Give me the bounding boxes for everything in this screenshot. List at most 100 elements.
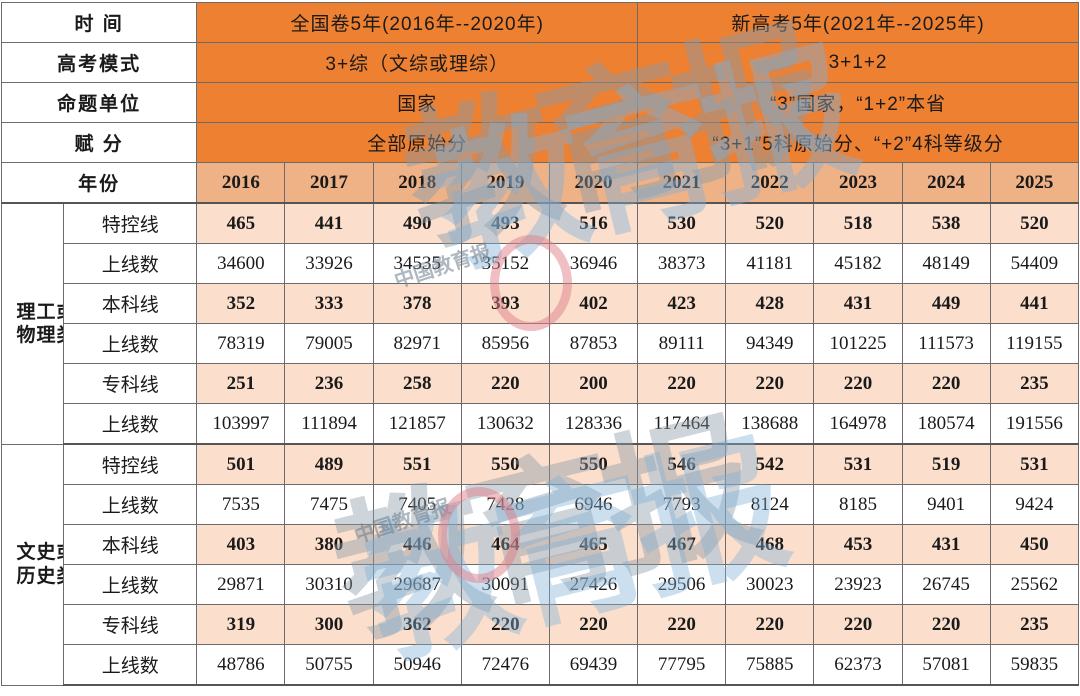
data-cell: 449	[901, 283, 991, 324]
meta-label-scoring: 赋 分	[0, 122, 198, 163]
year-cell-2024: 2024	[901, 162, 991, 204]
data-cell: 29506	[637, 564, 727, 605]
year-cell-2025: 2025	[989, 162, 1080, 204]
data-cell: 220	[637, 363, 727, 404]
data-cell: 538	[901, 202, 991, 244]
table-row: 上线数 78319 79005 82971 85956 87853 89111 …	[2, 323, 1080, 364]
row-label: 特控线	[63, 202, 198, 244]
data-cell: 9401	[901, 484, 991, 525]
data-cell: 519	[901, 443, 991, 485]
year-cell-2023: 2023	[813, 162, 903, 204]
data-cell: 393	[460, 283, 550, 324]
data-cell: 82971	[372, 323, 462, 364]
year-header-row: 年份 2016 2017 2018 2019 2020 2021 2022 20…	[0, 162, 1080, 204]
data-cell: 531	[813, 443, 903, 485]
data-cell: 423	[637, 283, 727, 324]
data-cell: 446	[372, 524, 462, 565]
data-cell: 87853	[548, 323, 639, 364]
data-cell: 441	[284, 202, 374, 244]
row-label: 本科线	[63, 283, 198, 324]
data-cell: 6946	[548, 484, 639, 525]
data-cell: 26745	[901, 564, 991, 605]
data-cell: 453	[813, 524, 903, 565]
data-cell: 220	[901, 363, 991, 404]
data-cell: 428	[725, 283, 815, 324]
data-cell: 490	[372, 202, 462, 244]
table-row: 本科线 403 380 446 464 465 467 468 453 431 …	[2, 524, 1080, 565]
data-cell: 35152	[460, 243, 550, 284]
data-cell: 520	[989, 202, 1080, 244]
data-cell: 8124	[725, 484, 815, 525]
data-cell: 48149	[901, 243, 991, 284]
data-cell: 130632	[460, 403, 550, 445]
data-cell: 78319	[196, 323, 286, 364]
data-cell: 85956	[460, 323, 550, 364]
data-cell: 464	[460, 524, 550, 565]
data-cell: 57081	[901, 644, 991, 686]
data-cell: 36946	[548, 243, 639, 284]
data-cell: 79005	[284, 323, 374, 364]
data-cell: 7405	[372, 484, 462, 525]
data-cell: 220	[460, 604, 550, 645]
meta-row-exam-mode: 高考模式 3+综（文综或理综） 3+1+2	[0, 42, 1079, 83]
data-cell: 431	[813, 283, 903, 324]
meta-label-exam-mode: 高考模式	[0, 42, 198, 83]
data-cell: 200	[548, 363, 639, 404]
data-cell: 333	[284, 283, 374, 324]
year-row-label: 年份	[0, 162, 198, 204]
row-label: 特控线	[63, 443, 198, 485]
data-cell: 138688	[725, 403, 815, 445]
data-cell: 220	[637, 604, 727, 645]
meta-value-exam-mode-right: 3+1+2	[637, 42, 1079, 83]
table-row: 专科线 319 300 362 220 220 220 220 220 220 …	[2, 604, 1080, 645]
data-cell: 550	[548, 443, 639, 485]
data-cell: 41181	[725, 243, 815, 284]
data-cell: 103997	[196, 403, 286, 445]
data-cell: 30023	[725, 564, 815, 605]
data-cell: 101225	[813, 323, 903, 364]
data-cell: 220	[813, 363, 903, 404]
data-cell: 220	[460, 363, 550, 404]
year-cell-2022: 2022	[725, 162, 815, 204]
data-cell: 493	[460, 202, 550, 244]
year-cell-2018: 2018	[372, 162, 462, 204]
table-row: 本科线 352 333 378 393 402 423 428 431 449 …	[2, 283, 1080, 324]
table-row: 理工或物理类 特控线 465 441 490 493 516 530 520 5…	[0, 202, 1080, 445]
data-cell: 111894	[284, 403, 374, 445]
data-cell: 38373	[637, 243, 727, 284]
year-cell-2020: 2020	[548, 162, 639, 204]
section-label-science: 理工或物理类	[0, 202, 65, 445]
data-cell: 530	[637, 202, 727, 244]
data-cell: 33926	[284, 243, 374, 284]
data-cell: 7475	[284, 484, 374, 525]
data-cell: 29687	[372, 564, 462, 605]
row-label: 上线数	[63, 564, 198, 605]
data-cell: 77795	[637, 644, 727, 686]
data-cell: 403	[196, 524, 286, 565]
meta-label-paper-author: 命题单位	[0, 82, 198, 123]
data-cell: 23923	[813, 564, 903, 605]
data-cell: 551	[372, 443, 462, 485]
data-cell: 121857	[372, 403, 462, 445]
row-label: 上线数	[63, 323, 198, 364]
meta-row-time: 时 间 全国卷5年(2016年--2020年) 新高考5年(2021年--202…	[0, 2, 1079, 43]
meta-value-time-left: 全国卷5年(2016年--2020年)	[196, 2, 639, 43]
data-cell: 450	[989, 524, 1080, 565]
data-cell: 465	[196, 202, 286, 244]
data-cell: 258	[372, 363, 462, 404]
data-cell: 300	[284, 604, 374, 645]
data-cell: 30091	[460, 564, 550, 605]
data-cell: 251	[196, 363, 286, 404]
data-cell: 352	[196, 283, 286, 324]
data-cell: 431	[901, 524, 991, 565]
data-cell: 518	[813, 202, 903, 244]
data-cell: 362	[372, 604, 462, 645]
data-cell: 520	[725, 202, 815, 244]
table-row: 上线数 48786 50755 50946 72476 69439 77795 …	[2, 644, 1080, 686]
data-cell: 34600	[196, 243, 286, 284]
data-cell: 45182	[813, 243, 903, 284]
data-cell: 319	[196, 604, 286, 645]
row-label: 本科线	[63, 524, 198, 565]
table-row: 专科线 251 236 258 220 200 220 220 220 220 …	[2, 363, 1080, 404]
